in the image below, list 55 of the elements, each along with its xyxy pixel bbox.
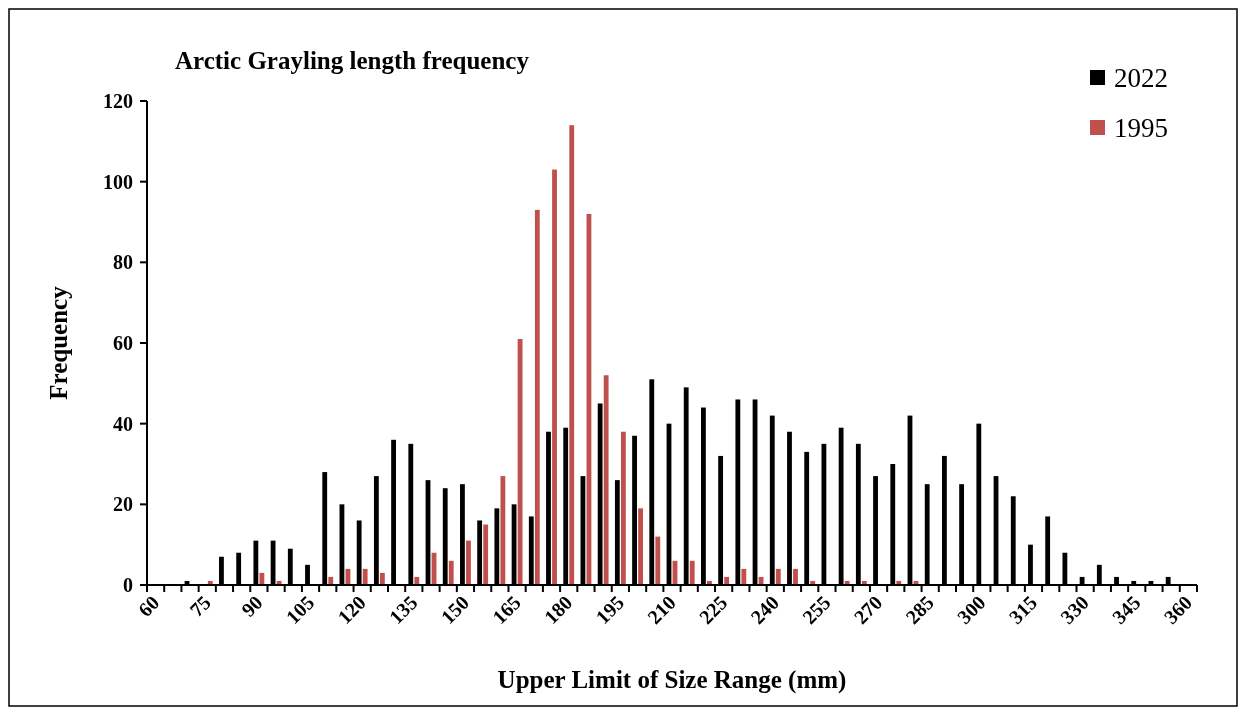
bar [689, 560, 695, 585]
bar [534, 209, 540, 585]
y-tick-label: 40 [113, 412, 133, 435]
y-tick-label: 20 [113, 493, 133, 516]
chart-title: Arctic Grayling length frequency [175, 47, 530, 74]
x-tick-label: 300 [952, 591, 990, 628]
x-tick-label: 135 [384, 591, 422, 628]
legend-label: 2022 [1114, 63, 1168, 94]
bar [603, 375, 609, 585]
bar [724, 576, 730, 585]
bar [379, 572, 385, 585]
bar [569, 125, 575, 585]
x-tick-label: 255 [797, 591, 835, 628]
x-tick-label: 270 [849, 591, 887, 628]
bar [552, 169, 557, 585]
legend-label: 1995 [1114, 113, 1168, 144]
bar [259, 572, 265, 585]
x-tick-label: 240 [746, 591, 784, 628]
bar [638, 508, 643, 585]
x-tick-label: 330 [1056, 591, 1093, 628]
x-tick-label: 180 [539, 591, 577, 628]
bar [362, 568, 368, 585]
x-tick-label: 195 [591, 591, 629, 628]
bar [466, 540, 471, 585]
x-tick-label: 165 [488, 591, 525, 628]
x-tick-label: 285 [901, 591, 938, 628]
bar [517, 338, 523, 585]
x-axis-title: Upper Limit of Size Range (mm) [497, 666, 847, 694]
bar [448, 560, 454, 585]
y-tick-label: 80 [113, 251, 133, 274]
bar [620, 431, 626, 585]
y-axis-title: Frequency [45, 285, 72, 400]
y-tick-label: 100 [103, 170, 133, 193]
bar [328, 576, 334, 585]
x-tick-label: 315 [1004, 591, 1042, 628]
x-tick-label: 105 [281, 591, 319, 628]
x-tick-label: 345 [1107, 591, 1145, 628]
x-tick-label: 360 [1159, 591, 1197, 628]
bar [741, 568, 747, 585]
x-tick-label: 60 [133, 591, 164, 621]
y-tick-label: 120 [103, 90, 133, 112]
x-tick-label: 120 [333, 591, 370, 628]
x-tick-label: 210 [643, 591, 680, 628]
y-tick-label: 0 [123, 574, 133, 596]
bar [414, 576, 420, 585]
x-tick-label: 225 [694, 591, 732, 628]
x-tick-label: 90 [236, 591, 267, 621]
bar [793, 568, 798, 585]
y-tick-label: 60 [113, 332, 133, 354]
bar [775, 568, 781, 585]
x-tick-label: 75 [185, 591, 216, 621]
bar [655, 536, 661, 585]
bar [483, 524, 489, 585]
x-tick-label: 150 [436, 591, 474, 628]
bar [500, 476, 506, 585]
